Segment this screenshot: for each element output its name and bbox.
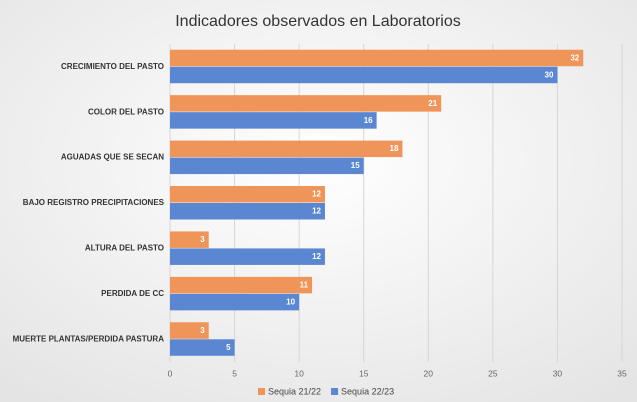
bar [170, 186, 325, 203]
y-tick-label: ALTURA DEL PASTO [85, 244, 164, 253]
x-tick-label: 25 [488, 368, 498, 378]
bar [170, 339, 235, 356]
bar [170, 322, 209, 339]
value-label: 16 [364, 116, 373, 125]
bar [170, 157, 364, 175]
x-tick-label: 5 [232, 368, 237, 378]
value-label: 10 [286, 297, 295, 306]
y-tick-label: PERDIDA DE CC [101, 289, 164, 298]
y-tick-label: COLOR DEL PASTO [88, 107, 164, 116]
y-tick-label: CRECIMIENTO DEL PASTO [61, 62, 164, 71]
legend-swatch [331, 388, 339, 395]
x-tick-label: 35 [617, 368, 627, 378]
legend-label: Sequia 22/23 [341, 386, 394, 396]
value-label: 15 [351, 161, 360, 170]
value-label: 12 [312, 252, 321, 261]
value-label: 30 [545, 70, 554, 79]
x-tick-label: 15 [359, 368, 369, 378]
x-tick-label: 0 [168, 368, 173, 378]
x-tick-label: 30 [553, 368, 563, 378]
bar [170, 276, 313, 294]
chart-title: Indicadores observados en Laboratorios [175, 13, 461, 30]
value-label: 21 [428, 99, 437, 108]
value-label: 5 [226, 343, 231, 352]
legend-swatch [258, 388, 265, 395]
value-label: 12 [312, 190, 321, 199]
y-tick-label: MUERTE PLANTAS/PERDIDA PASTURA [13, 334, 165, 343]
value-label: 3 [200, 235, 205, 244]
y-tick-label: BAJO REGISTRO PRECIPITACIONES [23, 198, 165, 207]
bar [170, 112, 377, 129]
bar [170, 95, 442, 112]
value-label: 3 [200, 326, 205, 335]
value-label: 18 [390, 144, 399, 153]
legend-label: Sequia 21/22 [268, 386, 321, 396]
x-tick-label: 20 [424, 368, 434, 378]
bar [170, 231, 209, 248]
value-label: 12 [312, 207, 321, 216]
bar [170, 248, 325, 265]
bar [170, 293, 300, 311]
y-tick-label: AGUADAS QUE SE SECAN [61, 153, 164, 162]
bar [170, 140, 403, 158]
value-label: 32 [570, 53, 579, 62]
value-label: 11 [300, 280, 309, 289]
x-tick-label: 10 [294, 368, 304, 378]
bar [170, 49, 584, 67]
bar [170, 203, 325, 220]
bar [170, 66, 558, 84]
